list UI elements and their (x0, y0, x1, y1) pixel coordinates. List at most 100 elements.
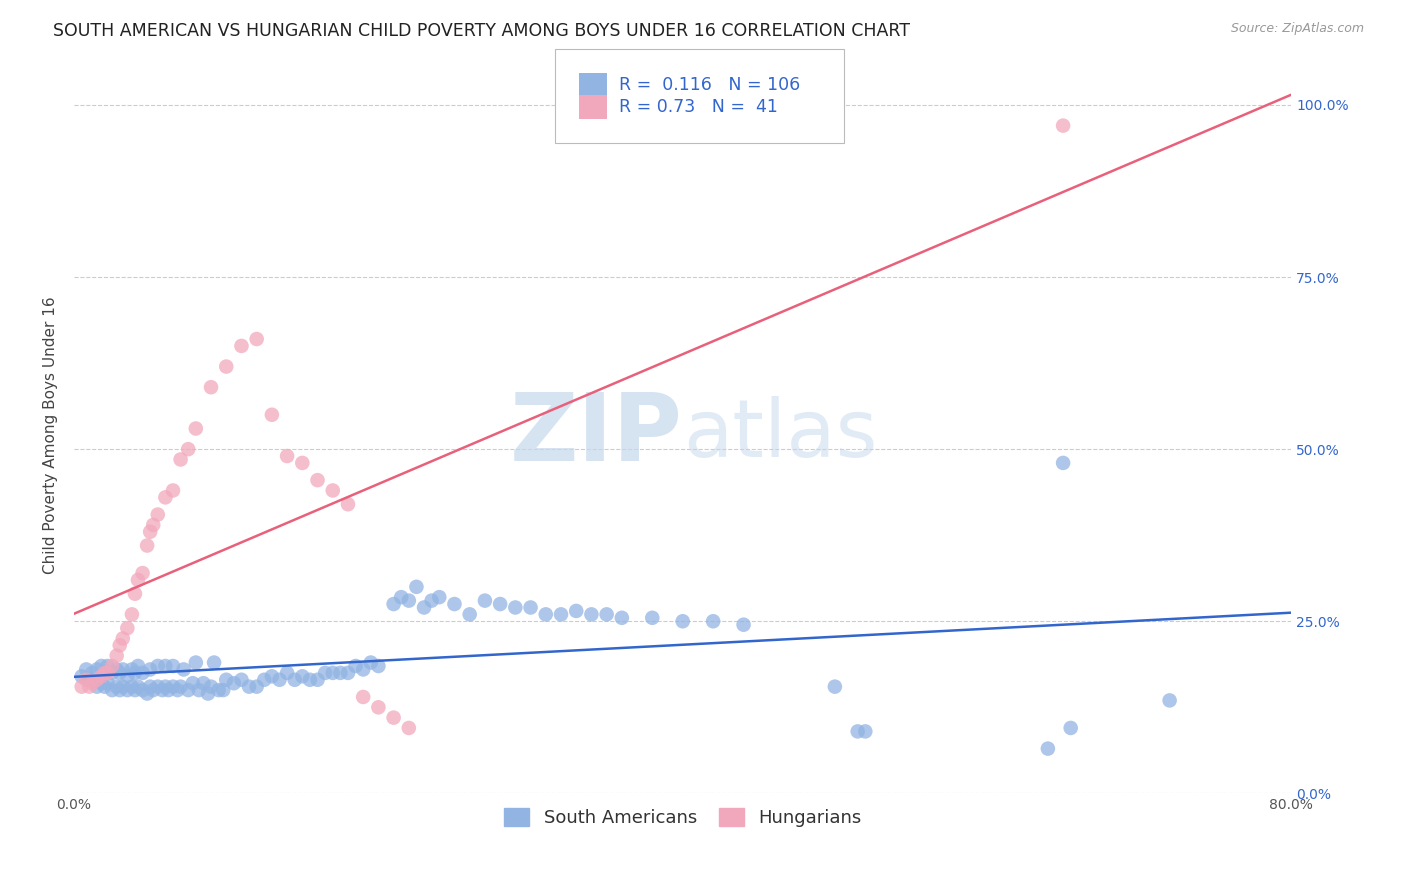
Point (169, 452, 191, 467)
Point (108, 665, 131, 680)
Point (184, 421, 207, 435)
Point (86, 680, 108, 694)
Point (108, 683, 131, 698)
Point (208, 683, 231, 698)
Point (136, 539, 159, 553)
Point (231, 673, 253, 687)
Point (1052, 456, 1074, 470)
Point (420, 593, 443, 607)
Point (101, 683, 124, 698)
Point (253, 673, 276, 687)
Point (702, 614, 724, 628)
Point (276, 449, 298, 463)
Point (200, 380, 222, 394)
Point (276, 665, 298, 680)
Y-axis label: Child Poverty Among Boys Under 16: Child Poverty Among Boys Under 16 (44, 296, 58, 574)
Point (215, 673, 238, 687)
Point (157, 683, 180, 698)
Point (672, 614, 695, 628)
Point (443, 597, 465, 611)
Point (93, 665, 115, 680)
Point (382, 597, 405, 611)
Text: atlas: atlas (683, 396, 877, 475)
Point (336, 497, 359, 511)
Point (336, 665, 359, 680)
Point (139, 524, 162, 539)
Point (82, 676, 104, 690)
Text: SOUTH AMERICAN VS HUNGARIAN CHILD POVERTY AMONG BOYS UNDER 16 CORRELATION CHART: SOUTH AMERICAN VS HUNGARIAN CHILD POVERT… (53, 22, 911, 40)
Point (222, 676, 245, 690)
Point (1159, 693, 1181, 707)
Point (124, 683, 146, 698)
Point (1052, 119, 1074, 133)
Point (111, 680, 134, 694)
Point (101, 659, 124, 673)
Point (121, 662, 143, 676)
Point (595, 607, 617, 622)
Point (181, 676, 204, 690)
Point (93, 665, 115, 680)
Point (79, 673, 101, 687)
Point (246, 680, 269, 694)
Point (212, 683, 235, 698)
Point (177, 442, 200, 457)
Point (121, 680, 143, 694)
Point (238, 680, 260, 694)
Point (367, 700, 389, 714)
Point (1060, 721, 1083, 735)
Point (131, 683, 153, 698)
Point (97, 665, 120, 680)
Point (200, 680, 222, 694)
Point (291, 669, 314, 683)
Point (142, 517, 165, 532)
Point (405, 580, 427, 594)
Point (79, 680, 101, 694)
Point (142, 683, 165, 698)
Point (193, 676, 215, 690)
Point (610, 611, 633, 625)
Point (398, 721, 420, 735)
Point (124, 665, 146, 680)
Point (231, 339, 253, 353)
Point (344, 659, 367, 673)
Point (360, 656, 382, 670)
Point (187, 683, 209, 698)
Point (352, 690, 374, 704)
Point (166, 683, 188, 698)
Point (169, 680, 191, 694)
Point (173, 662, 195, 676)
Point (215, 359, 238, 374)
Point (534, 607, 557, 622)
Point (1036, 741, 1059, 756)
Point (298, 673, 321, 687)
Point (382, 711, 405, 725)
Point (260, 669, 283, 683)
Point (322, 665, 344, 680)
Point (111, 662, 134, 676)
Point (269, 673, 291, 687)
Point (139, 680, 162, 694)
Point (824, 680, 846, 694)
Point (105, 680, 128, 694)
Point (90, 676, 112, 690)
Point (155, 659, 177, 673)
Point (733, 617, 755, 632)
Point (307, 673, 329, 687)
Point (117, 621, 139, 635)
Point (127, 573, 149, 587)
Point (139, 662, 162, 676)
Point (105, 648, 128, 663)
Point (389, 590, 412, 604)
Point (101, 665, 124, 680)
Point (127, 680, 149, 694)
Point (75, 662, 97, 676)
Point (146, 508, 169, 522)
Text: R =  0.116   N = 106: R = 0.116 N = 106 (619, 76, 800, 94)
Point (291, 456, 314, 470)
Point (124, 587, 146, 601)
Point (162, 483, 184, 498)
Point (111, 632, 134, 646)
Point (197, 687, 219, 701)
Point (131, 665, 153, 680)
Point (329, 665, 352, 680)
